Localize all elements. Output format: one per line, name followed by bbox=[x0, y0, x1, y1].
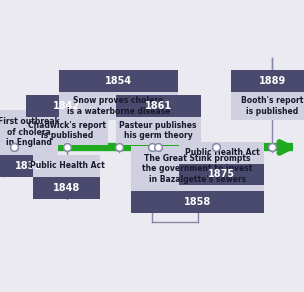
FancyBboxPatch shape bbox=[179, 164, 264, 185]
Text: 1889: 1889 bbox=[258, 76, 286, 86]
FancyBboxPatch shape bbox=[231, 92, 304, 120]
Text: 1842: 1842 bbox=[53, 101, 81, 111]
Text: First outbreak
of cholera
in England: First outbreak of cholera in England bbox=[0, 117, 60, 147]
Text: Snow proves cholera
is a waterborne disease: Snow proves cholera is a waterborne dise… bbox=[67, 96, 170, 116]
FancyBboxPatch shape bbox=[59, 92, 178, 120]
FancyBboxPatch shape bbox=[26, 117, 108, 145]
FancyBboxPatch shape bbox=[33, 155, 100, 177]
Text: 1861: 1861 bbox=[144, 101, 172, 111]
Text: Booth's report
is published: Booth's report is published bbox=[241, 96, 303, 116]
Text: The Great Stink prompts
the government to invest
in Bazalgette's sewers: The Great Stink prompts the government t… bbox=[142, 154, 253, 184]
FancyBboxPatch shape bbox=[33, 177, 100, 199]
FancyBboxPatch shape bbox=[0, 155, 58, 177]
FancyBboxPatch shape bbox=[116, 95, 201, 117]
FancyBboxPatch shape bbox=[26, 95, 108, 117]
Text: Pasteur publishes
his germ theory: Pasteur publishes his germ theory bbox=[119, 121, 197, 140]
Text: 1875: 1875 bbox=[208, 169, 236, 180]
Text: 1848: 1848 bbox=[53, 182, 81, 193]
Text: 1854: 1854 bbox=[105, 76, 132, 86]
FancyBboxPatch shape bbox=[59, 70, 178, 92]
FancyBboxPatch shape bbox=[131, 146, 264, 191]
Text: Public Health Act: Public Health Act bbox=[185, 148, 259, 157]
FancyBboxPatch shape bbox=[131, 191, 264, 213]
FancyBboxPatch shape bbox=[0, 110, 58, 155]
Text: Public Health Act: Public Health Act bbox=[29, 161, 104, 170]
Text: 1831: 1831 bbox=[15, 161, 43, 171]
Text: Chadwick's report
is published: Chadwick's report is published bbox=[28, 121, 106, 140]
FancyBboxPatch shape bbox=[231, 70, 304, 92]
Text: 1858: 1858 bbox=[184, 197, 211, 207]
FancyBboxPatch shape bbox=[179, 142, 264, 164]
FancyBboxPatch shape bbox=[116, 117, 201, 145]
